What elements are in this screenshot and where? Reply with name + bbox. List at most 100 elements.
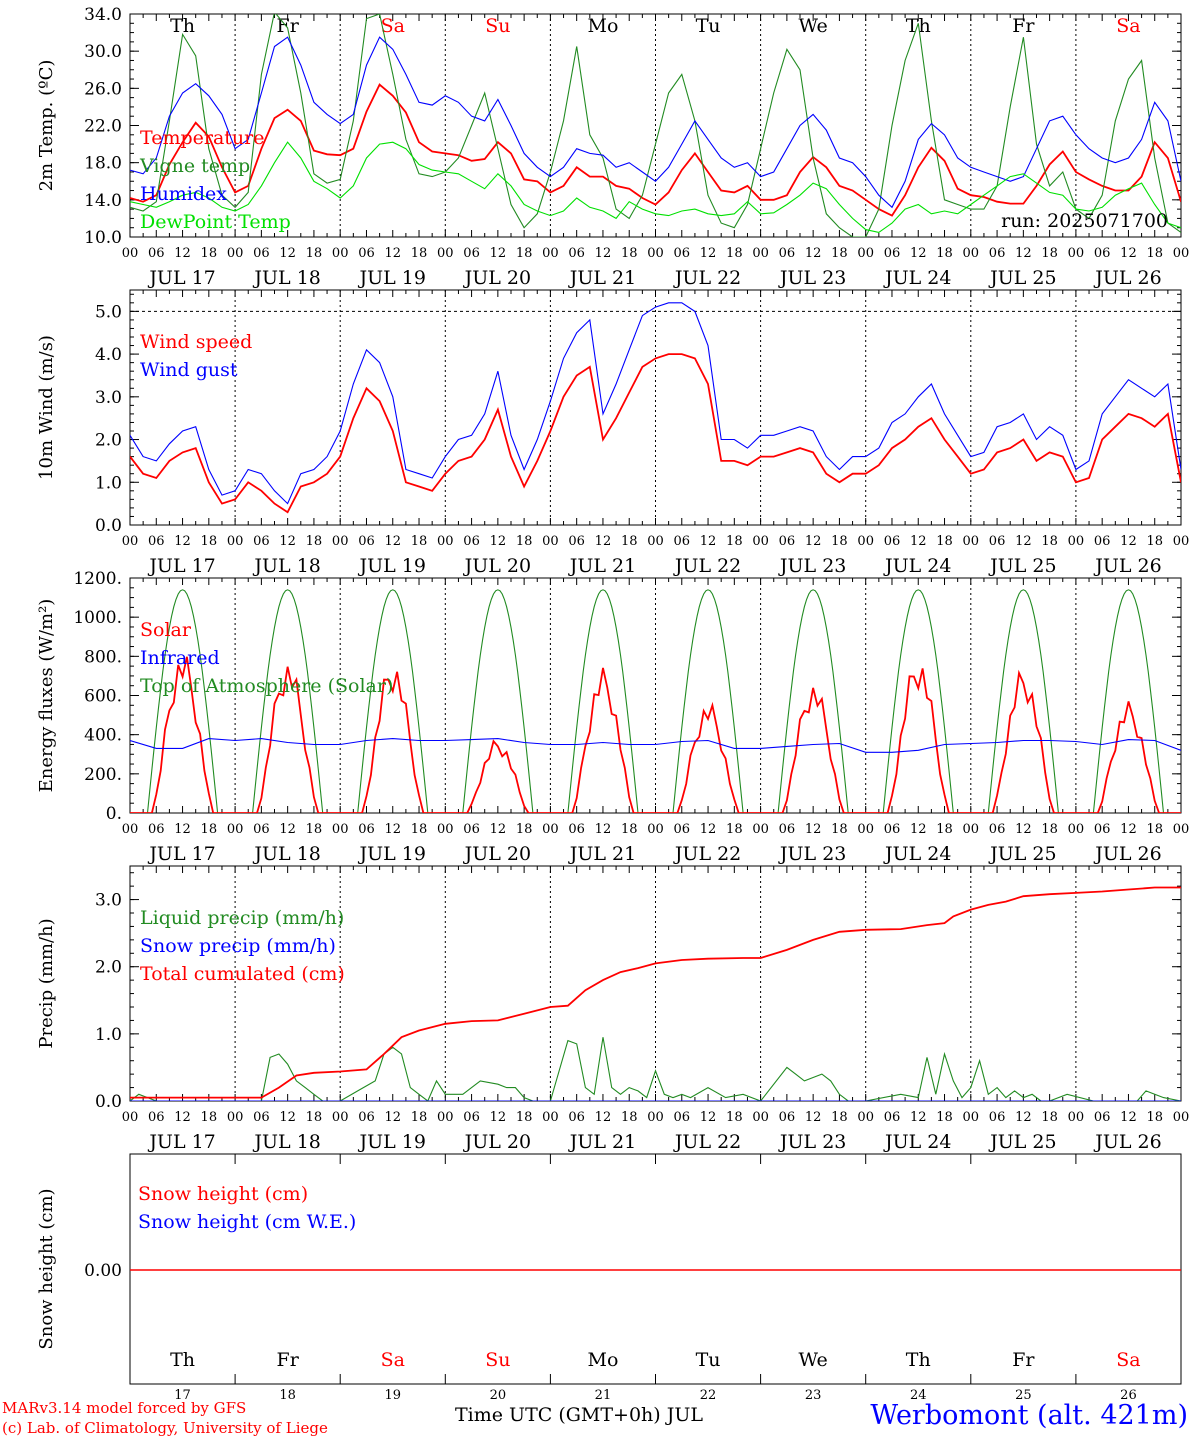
x-hour-label: 12: [384, 246, 401, 261]
x-hour-label: 00: [647, 246, 664, 261]
series-temperature: [130, 83, 1181, 217]
weekday-label: Tu: [696, 1349, 721, 1371]
x-hour-label: 00: [752, 534, 769, 549]
x-hour-label: 00: [1068, 822, 1085, 837]
x-hour-label: 18: [411, 246, 428, 261]
weekday-label: Fr: [277, 15, 300, 37]
x-hour-label: 00: [752, 246, 769, 261]
x-hour-label: 06: [358, 246, 375, 261]
credits: MARv3.14 model forced by GFS (c) Lab. of…: [2, 1398, 328, 1438]
x-hour-label: 18: [1041, 822, 1058, 837]
x-hour-label: 00: [1068, 246, 1085, 261]
legend-entry: Solar: [140, 619, 192, 641]
series-dewpoint-temp: [130, 141, 1181, 233]
series-humidex: [130, 36, 1181, 209]
x-date-label: JUL 20: [463, 1131, 531, 1153]
x-hour-label: 06: [674, 1110, 691, 1125]
x-axis-title: Time UTC (GMT+0h) JUL: [455, 1404, 703, 1426]
x-hour-label: 00: [437, 246, 454, 261]
x-date-label: JUL 25: [988, 267, 1056, 289]
x-date-label: JUL 23: [778, 267, 846, 289]
y-axis-label: Snow height (cm): [36, 1188, 57, 1349]
x-hour-label: 12: [174, 1110, 191, 1125]
x-date-label: JUL 18: [252, 555, 320, 577]
x-hour-label: 00: [857, 822, 874, 837]
x-date-label: JUL 22: [673, 555, 741, 577]
x-hour-label: 18: [1146, 822, 1163, 837]
legend-entry: Snow height (cm): [138, 1183, 308, 1205]
x-date-label: JUL 21: [568, 843, 636, 865]
x-hour-label: 18: [936, 246, 953, 261]
x-hour-label: 00: [542, 534, 559, 549]
x-hour-label: 00: [122, 534, 139, 549]
x-date-label: JUL 18: [252, 1131, 320, 1153]
x-hour-label: 18: [621, 1110, 638, 1125]
x-hour-label: 06: [989, 1110, 1006, 1125]
x-hour-label: 18: [1146, 246, 1163, 261]
x-hour-label: 12: [910, 534, 927, 549]
x-hour-label: 12: [174, 822, 191, 837]
x-date-label: JUL 24: [883, 555, 951, 577]
x-hour-label: 18: [726, 246, 743, 261]
x-hour-label: 12: [1120, 534, 1137, 549]
x-date-label: JUL 22: [673, 843, 741, 865]
x-hour-label: 00: [1173, 1110, 1190, 1125]
y-tick-label: 600.: [84, 687, 122, 707]
x-hour-label: 12: [700, 534, 717, 549]
weekday-label: Sa: [381, 1349, 405, 1371]
y-tick-label: 0.: [106, 804, 122, 824]
x-date-label: JUL 19: [358, 267, 426, 289]
x-hour-label: 00: [647, 822, 664, 837]
x-hour-label: 18: [516, 534, 533, 549]
x-hour-label: 06: [148, 822, 165, 837]
x-hour-label: 00: [437, 1110, 454, 1125]
x-hour-label: 18: [621, 822, 638, 837]
x-date-label: JUL 19: [358, 1131, 426, 1153]
x-hour-label: 00: [332, 534, 349, 549]
x-hour-label: 00: [227, 822, 244, 837]
x-hour-label: 06: [463, 534, 480, 549]
x-hour-label: 18: [411, 822, 428, 837]
bottom-date-label: 17: [174, 1388, 191, 1403]
weekday-label: Sa: [381, 15, 405, 37]
legend-entry: Humidex: [140, 183, 227, 205]
x-hour-label: 12: [805, 534, 822, 549]
y-tick-label: 14.0: [84, 191, 122, 211]
y-tick-label: 34.0: [84, 5, 122, 25]
x-hour-label: 18: [621, 246, 638, 261]
x-hour-label: 12: [595, 1110, 612, 1125]
x-date-label: JUL 26: [1093, 555, 1161, 577]
bottom-date-label: 26: [1120, 1388, 1137, 1403]
x-hour-label: 06: [1094, 1110, 1111, 1125]
bottom-date-label: 24: [910, 1388, 927, 1403]
x-hour-label: 06: [1094, 246, 1111, 261]
x-hour-label: 12: [279, 822, 296, 837]
x-hour-label: 00: [1173, 246, 1190, 261]
x-hour-label: 18: [831, 246, 848, 261]
x-date-label: JUL 17: [147, 555, 215, 577]
x-hour-label: 06: [989, 246, 1006, 261]
x-hour-label: 18: [1041, 246, 1058, 261]
weekday-label: Su: [485, 1349, 510, 1371]
x-hour-label: 12: [174, 246, 191, 261]
x-hour-label: 06: [779, 246, 796, 261]
x-date-label: JUL 17: [147, 843, 215, 865]
x-date-label: JUL 23: [778, 555, 846, 577]
legend-entry: Wind gust: [140, 359, 238, 381]
x-date-label: JUL 25: [988, 555, 1056, 577]
x-hour-label: 12: [1120, 1110, 1137, 1125]
series-total-cumulated-cm-: [130, 886, 1181, 1099]
x-date-label: JUL 22: [673, 267, 741, 289]
y-tick-label: 0.00: [84, 1261, 122, 1281]
series-infrared: [130, 738, 1181, 753]
x-hour-label: 06: [358, 822, 375, 837]
x-hour-label: 12: [490, 822, 507, 837]
x-hour-label: 06: [989, 822, 1006, 837]
x-hour-label: 00: [332, 246, 349, 261]
x-hour-label: 06: [253, 534, 270, 549]
x-hour-label: 18: [621, 534, 638, 549]
x-hour-label: 12: [805, 246, 822, 261]
x-hour-label: 12: [700, 822, 717, 837]
x-hour-label: 18: [726, 534, 743, 549]
